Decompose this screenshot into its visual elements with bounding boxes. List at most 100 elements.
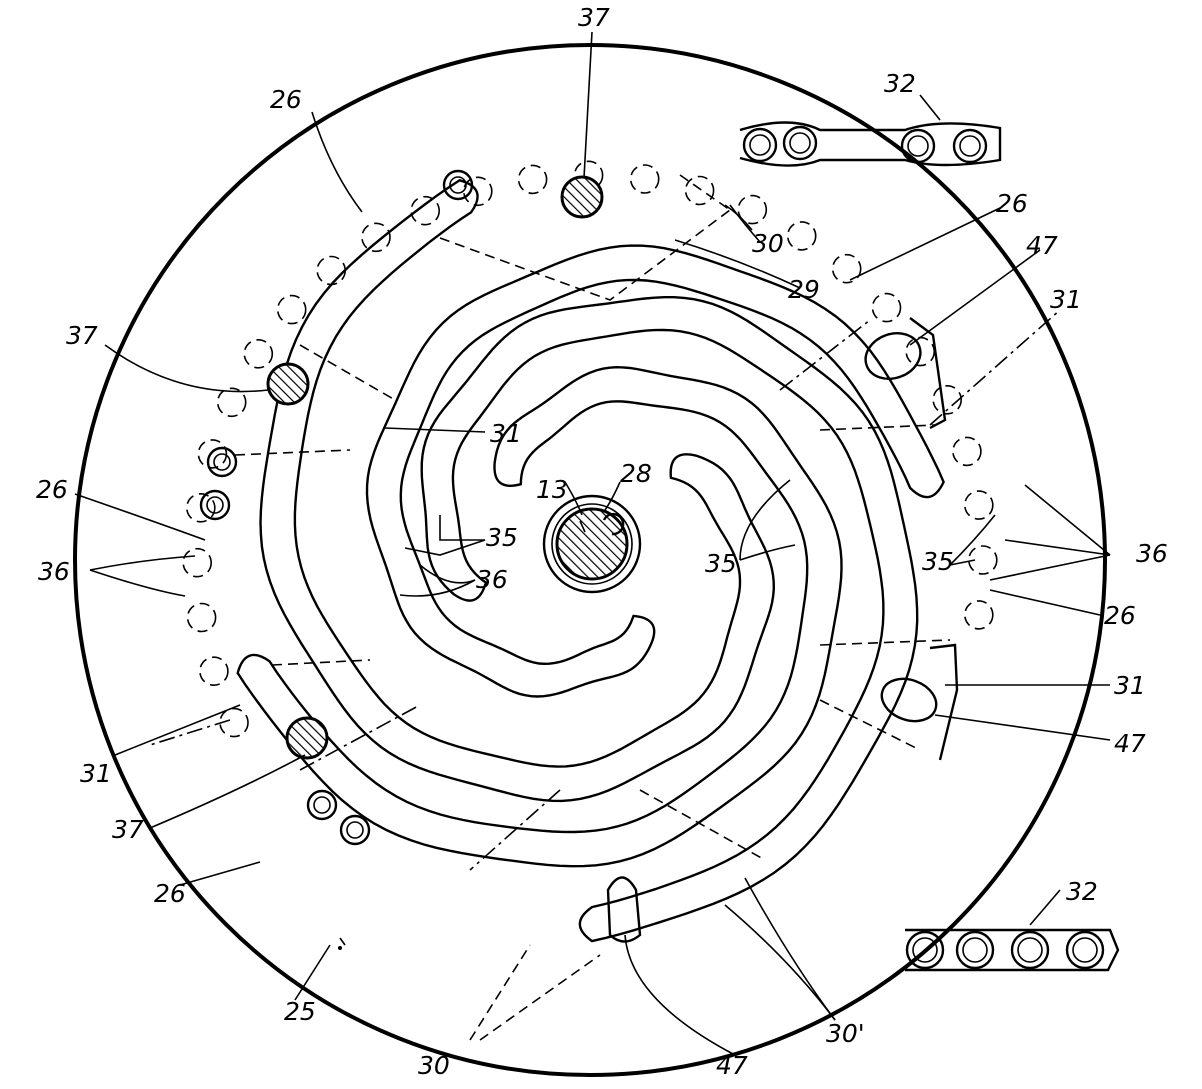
chain-roller-bottom (905, 930, 945, 970)
chain-roller-top (900, 128, 936, 164)
label-31-right2: 31 (1114, 671, 1146, 700)
label-26-right2: 26 (1104, 601, 1136, 630)
label-35-center: 35 (486, 523, 518, 552)
label-26-bottomleft: 26 (154, 879, 186, 908)
chain-roller-top-bore (907, 135, 929, 157)
chain-roller-top-bore (749, 134, 771, 156)
label-47-bottom: 47 (716, 1051, 748, 1080)
chain-roller-solid (199, 489, 231, 521)
label-35-right: 35 (922, 547, 954, 576)
chain-roller-solid-bore (206, 496, 224, 514)
label-47-right: 47 (1026, 231, 1058, 260)
label-30-top: 30 (752, 229, 784, 258)
chain-roller-solid-bore (346, 821, 364, 839)
shaft-13 (555, 507, 629, 581)
label-31-center: 31 (490, 419, 522, 448)
spiral-groove-2 (259, 179, 776, 803)
label-32-top: 32 (884, 69, 916, 98)
label-35-mid: 35 (705, 549, 737, 578)
chain-roller-dashed (963, 490, 994, 520)
chain-roller-dashed (316, 255, 347, 286)
chain-side-plates-bottom (905, 928, 1120, 972)
chain-roller-dashed (967, 545, 998, 575)
chain-roller-top (782, 125, 818, 161)
spiral-groove-3 (365, 244, 945, 698)
chain-roller-dashed (410, 195, 441, 226)
chain-roller-bottom (955, 930, 995, 970)
reference-labels: 37 32 26 26 47 31 30 29 37 31 13 28 26 3… (36, 3, 1168, 1080)
label-47-right2: 47 (1114, 729, 1146, 758)
chain-roller-dashed (361, 222, 391, 253)
label-36-left: 36 (38, 557, 70, 586)
block-47-bottom (606, 876, 642, 943)
chain-roller-dashed (243, 338, 274, 369)
chain-roller-top-bore (959, 135, 981, 157)
pin-37-left (266, 362, 310, 406)
outer-disk (73, 43, 1107, 1077)
chain-roller-dashed (462, 176, 493, 207)
label-37-left: 37 (66, 321, 98, 350)
label-26-right: 26 (996, 189, 1028, 218)
chain-roller-dashed (186, 602, 217, 633)
chain-roller-dashed (684, 175, 715, 206)
chain-roller-bottom (1065, 930, 1105, 970)
spiral-groove-4 (420, 296, 919, 943)
point-25 (338, 946, 342, 950)
hub (542, 494, 642, 594)
label-29: 29 (788, 275, 820, 304)
chain-roller-top (742, 127, 778, 163)
chain-roller-dashed (952, 436, 982, 467)
chain-roller-bottom-bore (962, 937, 988, 963)
label-28: 28 (620, 459, 652, 488)
chain-roller-solid (206, 446, 238, 478)
label-13: 13 (536, 475, 568, 504)
label-36-center: 36 (476, 565, 508, 594)
chain-roller-dashed (219, 707, 249, 738)
chain-roller-dashed (517, 164, 548, 195)
chain-roller-bottom-bore (1072, 937, 1098, 963)
chain-roller-bottom-bore (1017, 937, 1043, 963)
chain-roller-dashed (276, 294, 307, 325)
label-31-right: 31 (1050, 285, 1082, 314)
chain-roller-bottom (1010, 930, 1050, 970)
pin-37-top (560, 175, 604, 219)
chain-roller-dashed (197, 439, 228, 469)
chain-roller-solid-bore (313, 796, 331, 814)
chain-roller-solid (339, 814, 371, 846)
label-31-left: 31 (80, 759, 112, 788)
pin-37-bottomleft (285, 716, 329, 760)
chain-roller-dashed (737, 194, 768, 225)
label-37-top: 37 (578, 3, 610, 32)
block-47-upperright (864, 317, 947, 430)
chain-roller-dashed (786, 221, 817, 251)
chain-roller-solid-bore (213, 453, 231, 471)
block-47-right (880, 643, 959, 761)
chain-roller-top-bore (789, 132, 811, 154)
chain-links (182, 121, 1120, 972)
chain-roller-bottom-bore (912, 937, 938, 963)
chain-roller-dashed (871, 292, 902, 323)
chain-roller-solid-bore (449, 176, 467, 194)
label-37-bottomleft: 37 (112, 815, 144, 844)
chain-roller-solid (306, 789, 338, 821)
label-32-bottom: 32 (1066, 877, 1098, 906)
chain-roller-dashed (831, 253, 862, 284)
chain-side-plates-top (739, 121, 1002, 167)
label-36-right: 36 (1136, 539, 1168, 568)
chain-roller-solid (442, 169, 474, 201)
spiral-grooves (236, 179, 945, 943)
spiral-groove-1 (236, 365, 843, 868)
label-26-left: 26 (36, 475, 68, 504)
label-30-prime: 30' (826, 1019, 865, 1048)
label-25: 25 (284, 997, 316, 1026)
chain-roller-dashed (629, 164, 660, 194)
label-26-topleft: 26 (270, 85, 302, 114)
chain-roller-dashed (186, 492, 216, 523)
chain-roller-top (952, 128, 988, 164)
chain-roller-dashed (182, 547, 212, 578)
chain-roller-dashed (199, 656, 229, 687)
chain-roller-dashed (216, 387, 247, 418)
dashed-arms (149, 174, 1061, 1041)
label-30-bottom: 30 (418, 1051, 450, 1080)
